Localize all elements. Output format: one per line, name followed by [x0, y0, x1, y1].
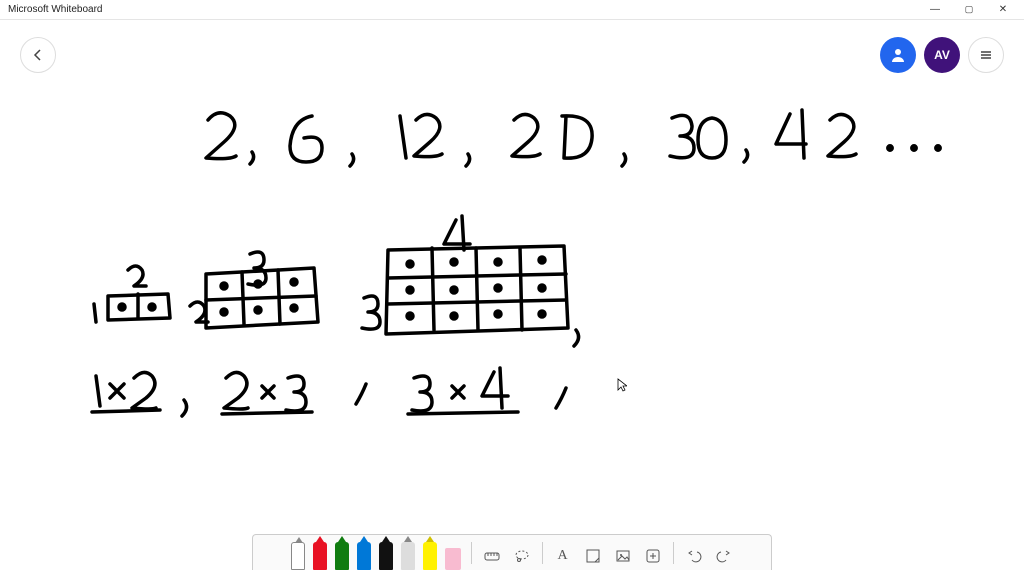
pen-tool-4[interactable]	[379, 542, 393, 570]
window-controls: — ▢ ✕	[918, 0, 1020, 20]
pen-tool-5[interactable]	[401, 542, 415, 570]
share-button[interactable]	[880, 37, 916, 73]
image-tool[interactable]	[613, 542, 633, 570]
app-title: Microsoft Whiteboard	[8, 4, 102, 15]
text-tool[interactable]: A	[553, 542, 573, 570]
tray-divider	[471, 542, 472, 564]
top-toolbar: AV	[0, 20, 1024, 90]
text-icon: A	[557, 548, 567, 564]
maximize-button[interactable]: ▢	[952, 0, 986, 20]
ruler-icon	[484, 548, 500, 564]
menu-button[interactable]	[968, 37, 1004, 73]
lasso-icon	[514, 548, 530, 564]
note-tool[interactable]	[583, 542, 603, 570]
pen-tool-0[interactable]	[291, 542, 305, 570]
pen-tool-3[interactable]	[357, 542, 371, 570]
ruler-tool[interactable]	[482, 542, 502, 570]
pen-tool-6[interactable]	[423, 542, 437, 570]
hamburger-icon	[978, 47, 994, 63]
image-icon	[615, 548, 631, 564]
undo-button[interactable]	[684, 542, 704, 570]
titlebar: Microsoft Whiteboard — ▢ ✕	[0, 0, 1024, 20]
share-person-icon	[889, 46, 907, 64]
tray-divider	[673, 542, 674, 564]
note-icon	[585, 548, 601, 564]
lasso-tool[interactable]	[512, 542, 532, 570]
back-arrow-icon	[30, 47, 46, 63]
pen-tool-1[interactable]	[313, 542, 327, 570]
undo-icon	[686, 548, 702, 564]
eraser-tool[interactable]	[445, 548, 461, 570]
pen-tool-2[interactable]	[335, 542, 349, 570]
minimize-button[interactable]: —	[918, 0, 952, 20]
add-icon	[645, 548, 661, 564]
tool-tray: A	[0, 534, 1024, 570]
add-tool[interactable]	[643, 542, 663, 570]
tray-divider	[542, 542, 543, 564]
whiteboard-canvas[interactable]	[0, 90, 1024, 520]
user-avatar[interactable]: AV	[924, 37, 960, 73]
back-button[interactable]	[20, 37, 56, 73]
redo-icon	[716, 548, 732, 564]
redo-button[interactable]	[714, 542, 734, 570]
mouse-cursor-icon	[617, 378, 627, 392]
ink-layer	[0, 90, 1024, 520]
close-button[interactable]: ✕	[986, 0, 1020, 20]
